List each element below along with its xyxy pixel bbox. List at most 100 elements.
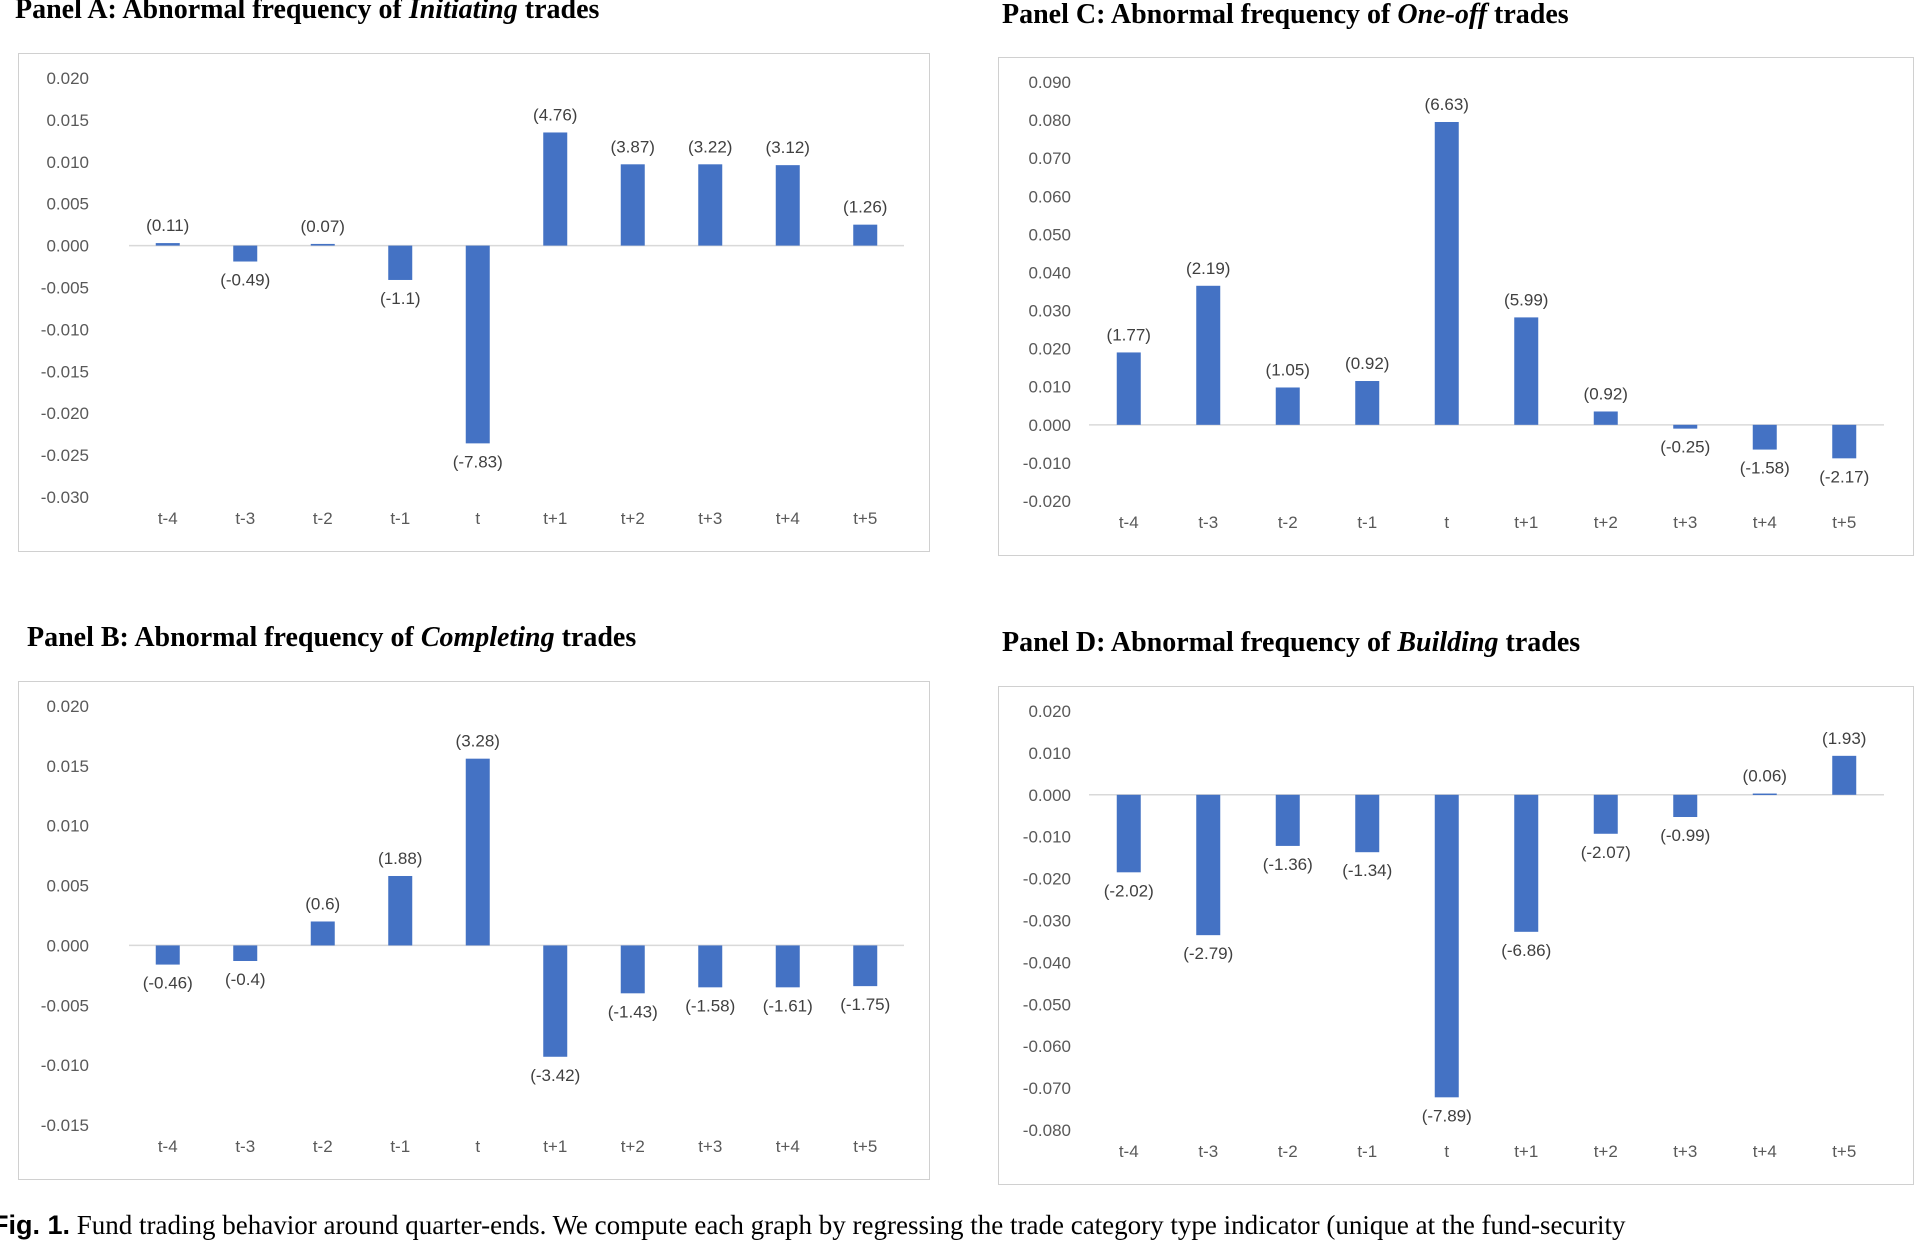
- panel-d-ytick-label: -0.010: [1023, 828, 1071, 847]
- panel-b-bar: [853, 945, 878, 987]
- panel-b-category-label: t+5: [853, 1137, 877, 1156]
- panel-b-data-label: (-0.46): [143, 974, 193, 993]
- panel-c-ytick-label: 0.020: [1028, 340, 1071, 359]
- panel-b-category-label: t-1: [390, 1137, 410, 1156]
- panel-d-data-label: (-7.89): [1422, 1106, 1472, 1125]
- panel-c-bar: [1196, 285, 1221, 425]
- panel-c-chart: 0.090 0.080 0.070 0.060 0.050 0.040 0.030 0.020…: [998, 57, 1914, 556]
- panel-c-data-label: (-1.58): [1740, 459, 1790, 478]
- panel-a-title: Panel A: Abnormal frequency of Initiatin…: [15, 0, 599, 26]
- panel-a-category-label: t+3: [698, 509, 722, 528]
- panel-b-category-label: t+3: [698, 1137, 722, 1156]
- panel-d-data-label: (1.93): [1822, 729, 1866, 748]
- panel-a-bar: [775, 165, 800, 246]
- panel-d-bar: [1355, 794, 1380, 853]
- panel-a-category-label: t-3: [235, 509, 255, 528]
- panel-c-category-label: t+2: [1594, 513, 1618, 532]
- panel-c-category-label: t+1: [1514, 513, 1538, 532]
- figure-caption-label: Fig. 1.: [0, 1210, 71, 1240]
- panel-d-ytick-label: -0.080: [1023, 1121, 1071, 1140]
- panel-b-data-label: (-1.75): [840, 995, 890, 1014]
- panel-c-chart-svg: 0.090 0.080 0.070 0.060 0.050 0.040 0.030 0.020…: [1023, 73, 1884, 532]
- panel-d-bar: [1514, 794, 1539, 932]
- panel-a-bar: [388, 245, 413, 280]
- panel-a-data-label: (4.76): [533, 105, 577, 124]
- panel-c-data-label: (5.99): [1504, 290, 1548, 309]
- panel-b-data-label: (-1.43): [608, 1002, 658, 1021]
- panel-d-data-label: (-0.99): [1660, 826, 1710, 845]
- panel-c-data-label: (1.77): [1107, 325, 1151, 344]
- panel-d-data-label: (-2.02): [1104, 881, 1154, 900]
- panel-c-bar: [1673, 424, 1698, 429]
- panel-a-data-label: (-1.1): [380, 289, 421, 308]
- panel-c-ytick-label: 0.090: [1028, 73, 1071, 92]
- panel-b-ytick-label: 0.015: [46, 757, 89, 776]
- figure-caption-text: Fund trading behavior around quarter-end…: [76, 1210, 1626, 1240]
- panel-d-chart-svg: 0.020 0.010 0.000 -0.010 -0.020 -0.030 -0.040 -…: [1023, 702, 1884, 1161]
- panel-c-bar: [1116, 352, 1141, 425]
- panel-d-category-label: t: [1444, 1142, 1449, 1161]
- panel-c-ytick-label: 0.000: [1028, 416, 1071, 435]
- panel-b-data-label: (1.88): [378, 849, 422, 868]
- panel-d-category-label: t-3: [1198, 1142, 1218, 1161]
- panel-d-ytick-label: 0.020: [1028, 702, 1071, 721]
- panel-b-data-label: (3.28): [456, 732, 500, 751]
- panel-c-ytick-label: -0.020: [1023, 492, 1071, 511]
- panel-d-data-label: (0.06): [1743, 767, 1787, 786]
- panel-b-category-label: t+4: [776, 1137, 800, 1156]
- panel-a-bar: [310, 243, 335, 246]
- panel-d-data-label: (-6.86): [1501, 941, 1551, 960]
- panel-c-ytick-label: 0.060: [1028, 187, 1071, 206]
- panel-b-category-label: t-3: [235, 1137, 255, 1156]
- panel-b-ytick-label: 0.005: [46, 877, 89, 896]
- panel-a-bar: [698, 164, 723, 246]
- panel-b-title: Panel B: Abnormal frequency of Completin…: [27, 622, 636, 654]
- panel-d-category-label: t-1: [1357, 1142, 1377, 1161]
- panel-c-category-label: t: [1444, 513, 1449, 532]
- panel-d-category-label: t-4: [1119, 1142, 1139, 1161]
- panel-d-ytick-label: -0.060: [1023, 1037, 1071, 1056]
- panel-d-ytick-label: 0.000: [1028, 786, 1071, 805]
- panel-c-title-prefix: Panel C: Abnormal frequency of: [1002, 0, 1398, 30]
- panel-d-bar: [1593, 794, 1618, 834]
- panel-b-title-suffix: trades: [554, 622, 637, 653]
- panel-d-title: Panel D: Abnormal frequency of Building …: [1002, 627, 1580, 659]
- panel-b-ytick-label: -0.010: [41, 1056, 89, 1075]
- panel-c-bar: [1752, 424, 1777, 450]
- panel-b-ytick-label: -0.015: [41, 1116, 89, 1135]
- panel-d-category-label: t+2: [1594, 1142, 1618, 1161]
- panel-a-category-label: t-4: [158, 509, 178, 528]
- panel-b-bar: [388, 875, 413, 946]
- panel-b-category-label: t: [475, 1137, 480, 1156]
- panel-b-chart-svg: 0.020 0.015 0.010 0.005 0.000 -0.005 -0.010 -0.…: [41, 697, 904, 1156]
- panel-d-bar: [1434, 794, 1459, 1098]
- panel-a-data-label: (0.11): [146, 216, 189, 235]
- panel-d-data-label: (-2.07): [1581, 843, 1631, 862]
- panel-a-ytick-label: 0.005: [46, 195, 89, 214]
- panel-b-bar: [155, 945, 180, 965]
- panel-d-data-label: (-1.36): [1263, 855, 1313, 874]
- panel-d-bar: [1752, 793, 1777, 796]
- panel-b-ytick-label: 0.020: [46, 697, 89, 716]
- panel-d-category-label: t-2: [1278, 1142, 1298, 1161]
- panel-a-data-label: (0.07): [301, 217, 345, 236]
- panel-c-data-label: (2.19): [1186, 259, 1230, 278]
- panel-d-bar: [1832, 755, 1857, 795]
- panel-c-ytick-label: 0.030: [1028, 302, 1071, 321]
- panel-c-ytick-label: 0.070: [1028, 149, 1071, 168]
- panel-c-ytick-label: 0.080: [1028, 111, 1071, 130]
- panel-d-ytick-label: -0.030: [1023, 912, 1071, 931]
- panel-a-bar: [155, 243, 180, 246]
- panel-a-ytick-label: -0.020: [41, 404, 89, 423]
- panel-b-data-label: (0.6): [305, 894, 340, 913]
- panel-b-bar: [465, 758, 490, 946]
- figure-caption: Fig. 1. Fund trading behavior around qua…: [0, 1210, 1626, 1241]
- panel-c-data-label: (1.05): [1266, 360, 1310, 379]
- panel-c-bar: [1593, 411, 1618, 425]
- panel-a-category-label: t-2: [313, 509, 333, 528]
- panel-b-category-label: t-2: [313, 1137, 333, 1156]
- panel-c-title-suffix: trades: [1487, 0, 1569, 30]
- panel-b-category-label: t+2: [621, 1137, 645, 1156]
- panel-d-title-prefix: Panel D: Abnormal frequency of: [1002, 627, 1398, 658]
- panel-c-category-label: t+5: [1832, 513, 1856, 532]
